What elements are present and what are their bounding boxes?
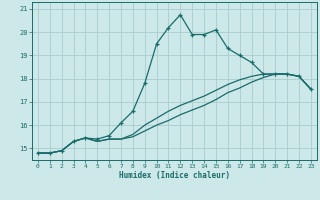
X-axis label: Humidex (Indice chaleur): Humidex (Indice chaleur) [119, 171, 230, 180]
